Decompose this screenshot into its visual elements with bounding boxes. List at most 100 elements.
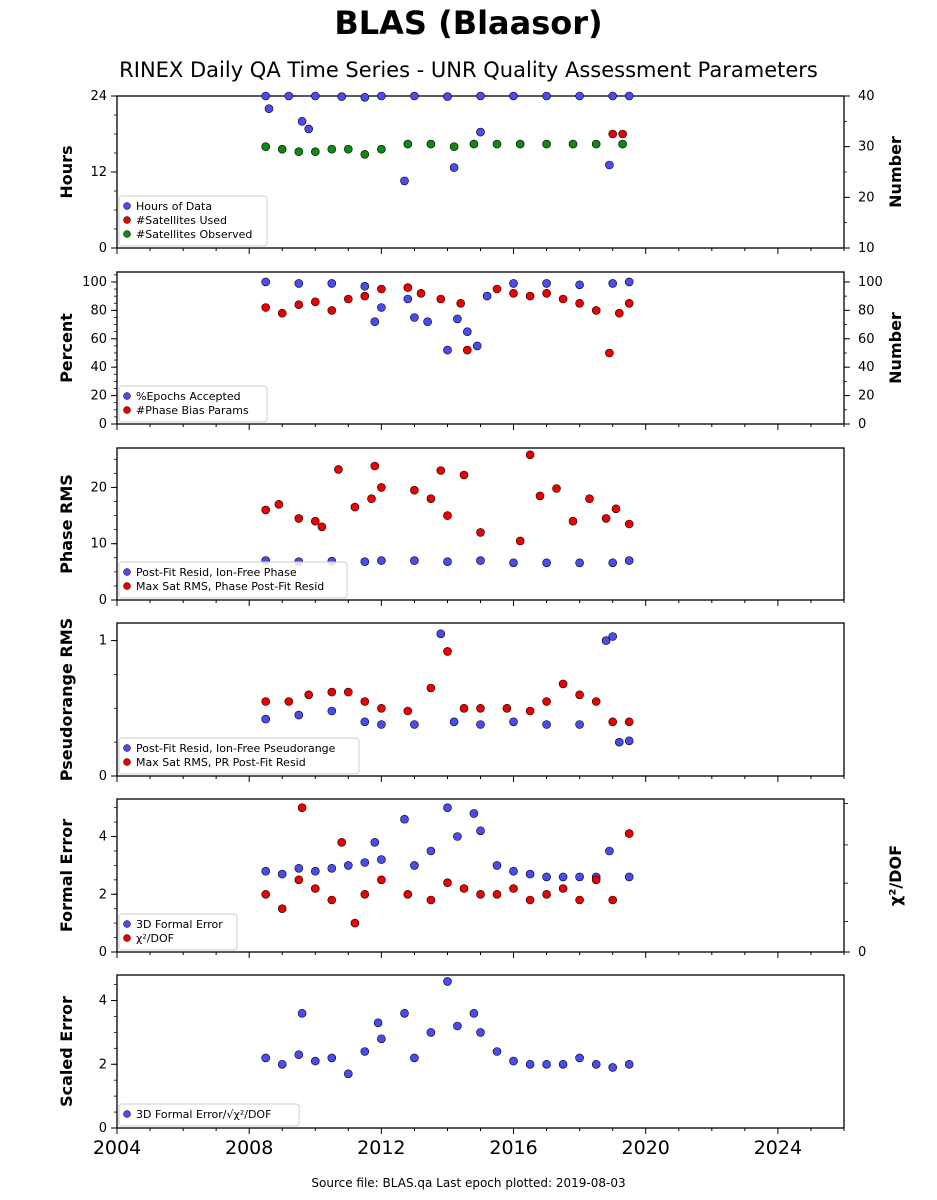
data-point-percent-series-1 <box>456 298 466 308</box>
data-point-pseudorange-series-1 <box>575 690 584 700</box>
data-point-pseudorange-series-1 <box>360 697 370 706</box>
data-point-scaled-series-0 <box>410 1053 419 1063</box>
y2-tick-label: 40 <box>858 360 875 375</box>
legend-marker <box>123 392 131 400</box>
data-point-hours-series-2 <box>310 147 320 156</box>
data-point-scaled-series-0 <box>343 1069 353 1079</box>
data-point-percent-series-0 <box>327 279 337 288</box>
data-point-scaled-series-0 <box>294 1050 304 1059</box>
data-point-phase-series-1 <box>310 516 320 526</box>
x-tick-label: 2004 <box>93 1137 141 1159</box>
x-tick-label: 2012 <box>357 1137 405 1159</box>
legend-marker <box>123 758 131 766</box>
data-point-hours-series-0 <box>337 92 347 101</box>
legend-label: Post-Fit Resid, Ion-Free Phase <box>136 566 297 579</box>
data-point-phase-series-0 <box>443 557 452 567</box>
data-point-hours-series-2 <box>449 142 459 151</box>
legend-marker <box>123 230 131 238</box>
legend-label: #Satellites Used <box>136 214 227 227</box>
data-point-hours-series-0 <box>360 93 370 102</box>
data-point-formal-series-1 <box>492 889 502 899</box>
data-point-formal-series-1 <box>624 829 634 838</box>
y2-tick-label: 0 <box>858 417 866 432</box>
data-point-hours-series-0 <box>377 91 386 101</box>
data-point-formal-series-0 <box>624 872 634 882</box>
y-tick-label: 60 <box>90 332 107 347</box>
data-point-scaled-series-0 <box>327 1053 337 1063</box>
data-point-percent-series-1 <box>492 284 502 294</box>
data-point-scaled-series-0 <box>492 1047 502 1056</box>
x-tick-label: 2024 <box>754 1137 802 1159</box>
data-point-scaled-series-0 <box>608 1063 618 1072</box>
data-point-pseudorange-series-1 <box>443 647 452 656</box>
data-point-pseudorange-series-1 <box>343 687 353 697</box>
data-point-pseudorange-series-1 <box>608 717 618 727</box>
y-tick-label: 40 <box>90 360 107 375</box>
data-point-hours-series-0 <box>575 91 584 101</box>
data-point-scaled-series-0 <box>360 1047 370 1056</box>
data-point-phase-series-1 <box>552 484 561 493</box>
data-point-percent-series-0 <box>462 327 472 337</box>
data-point-pseudorange-series-0 <box>608 632 618 641</box>
legend-box <box>118 737 360 775</box>
data-point-percent-series-0 <box>453 314 462 324</box>
data-point-formal-series-0 <box>469 809 479 818</box>
data-point-formal-series-0 <box>277 869 287 879</box>
data-point-hours-series-2 <box>360 150 370 159</box>
data-point-scaled-series-0 <box>377 1034 386 1044</box>
data-point-formal-series-1 <box>591 875 601 885</box>
legend-box <box>118 385 268 423</box>
data-point-hours-series-0 <box>476 127 485 137</box>
y-tick-label: 2 <box>99 887 107 902</box>
data-point-hours-series-0 <box>509 91 518 101</box>
data-point-hours-series-2 <box>261 142 271 151</box>
data-point-formal-series-1 <box>297 803 307 813</box>
data-point-phase-series-1 <box>535 491 545 501</box>
data-point-phase-series-0 <box>624 556 634 565</box>
data-point-percent-series-0 <box>509 279 518 288</box>
data-point-percent-series-1 <box>575 298 584 308</box>
y2-tick-label: 100 <box>858 275 883 290</box>
data-point-phase-series-1 <box>334 465 343 474</box>
data-point-phase-series-1 <box>525 450 535 460</box>
data-point-percent-series-1 <box>277 308 287 318</box>
data-point-hours-series-2 <box>403 139 413 149</box>
data-point-phase-series-1 <box>443 511 452 520</box>
data-point-hours-series-0 <box>605 160 614 170</box>
data-point-phase-series-0 <box>410 556 419 565</box>
data-point-pseudorange-series-0 <box>624 736 634 746</box>
data-point-formal-series-1 <box>459 884 469 893</box>
data-point-percent-series-0 <box>608 279 618 288</box>
data-point-hours-series-2 <box>277 144 287 154</box>
data-point-formal-series-1 <box>403 889 413 899</box>
data-point-phase-series-1 <box>294 514 304 523</box>
legend-label: #Phase Bias Params <box>136 404 249 417</box>
y-tick-label: 4 <box>99 994 107 1009</box>
data-point-phase-series-1 <box>350 502 360 512</box>
data-point-hours-series-2 <box>542 139 551 149</box>
data-point-formal-series-1 <box>509 884 518 893</box>
data-point-percent-series-1 <box>509 288 518 298</box>
legend-marker <box>123 920 131 928</box>
data-point-formal-series-0 <box>400 814 409 824</box>
data-point-hours-series-2 <box>568 139 578 149</box>
data-point-formal-series-1 <box>542 889 551 899</box>
data-point-phase-series-1 <box>624 519 634 529</box>
y-tick-label: 2 <box>99 1057 107 1072</box>
x-tick-label: 2016 <box>489 1137 537 1159</box>
data-point-hours-series-1 <box>618 129 627 139</box>
data-point-scaled-series-0 <box>310 1056 320 1066</box>
data-point-percent-series-1 <box>261 303 271 312</box>
data-point-hours-series-0 <box>476 91 485 101</box>
data-point-scaled-series-0 <box>469 1008 479 1018</box>
data-point-pseudorange-series-1 <box>542 697 551 706</box>
data-point-phase-series-0 <box>377 556 386 565</box>
data-point-formal-series-1 <box>277 904 287 914</box>
legend-marker <box>123 406 131 414</box>
data-point-hours-series-0 <box>542 91 551 101</box>
legend-marker <box>123 744 131 752</box>
data-point-formal-series-0 <box>360 858 370 867</box>
data-point-hours-series-2 <box>618 139 627 149</box>
data-point-phase-series-1 <box>377 483 386 492</box>
